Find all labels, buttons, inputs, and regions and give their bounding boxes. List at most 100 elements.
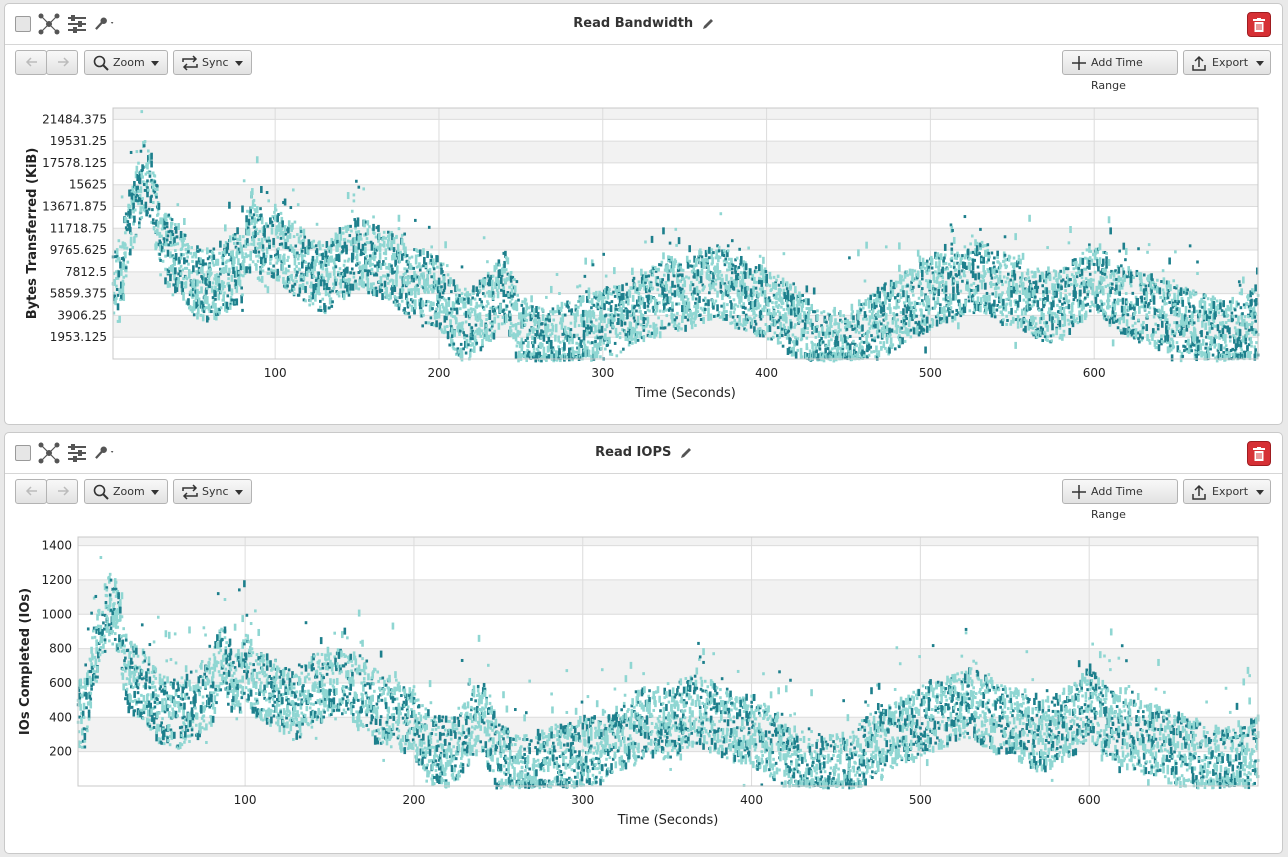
data-point bbox=[349, 240, 352, 244]
data-point bbox=[509, 300, 512, 304]
data-point bbox=[688, 245, 691, 253]
data-point bbox=[511, 294, 515, 298]
scatter-nodes-icon[interactable] bbox=[38, 13, 60, 35]
data-point bbox=[789, 327, 792, 331]
data-point bbox=[826, 312, 830, 316]
data-point bbox=[631, 267, 634, 275]
data-point bbox=[635, 331, 639, 339]
data-point bbox=[424, 264, 428, 268]
data-point bbox=[917, 296, 921, 300]
data-point bbox=[464, 351, 468, 355]
data-point bbox=[442, 297, 446, 301]
data-point bbox=[937, 311, 940, 315]
delete-button[interactable] bbox=[1247, 12, 1271, 37]
data-point bbox=[474, 313, 478, 321]
pencil-icon[interactable] bbox=[702, 18, 714, 30]
data-point bbox=[956, 281, 959, 289]
data-point bbox=[776, 337, 780, 345]
data-point bbox=[502, 308, 506, 312]
data-point bbox=[118, 259, 121, 263]
data-point bbox=[525, 303, 529, 311]
data-point bbox=[436, 255, 439, 263]
data-point bbox=[884, 297, 888, 301]
data-point bbox=[953, 256, 957, 260]
data-point bbox=[886, 306, 890, 310]
data-point bbox=[488, 316, 492, 320]
data-point bbox=[649, 283, 653, 291]
data-point bbox=[911, 293, 915, 297]
data-point bbox=[886, 292, 890, 300]
data-point bbox=[936, 275, 940, 279]
data-point bbox=[193, 285, 197, 289]
data-point bbox=[875, 345, 878, 353]
forward-button[interactable] bbox=[46, 50, 78, 75]
data-point bbox=[626, 316, 629, 320]
data-point bbox=[681, 297, 685, 305]
data-point bbox=[472, 285, 475, 293]
data-point bbox=[859, 350, 863, 354]
data-point bbox=[141, 196, 144, 200]
data-point bbox=[530, 316, 533, 320]
data-point bbox=[436, 294, 439, 302]
data-point bbox=[341, 231, 345, 235]
data-point bbox=[355, 179, 358, 183]
data-point bbox=[170, 230, 174, 234]
data-point bbox=[245, 255, 248, 259]
data-point bbox=[896, 324, 900, 328]
data-point bbox=[128, 204, 132, 208]
data-point bbox=[545, 356, 549, 360]
data-point bbox=[214, 313, 218, 321]
data-point bbox=[577, 337, 581, 341]
data-point bbox=[729, 310, 732, 318]
data-point bbox=[242, 235, 245, 239]
data-point bbox=[380, 283, 384, 287]
data-point bbox=[975, 241, 979, 245]
data-point bbox=[681, 290, 685, 298]
data-point bbox=[893, 282, 896, 290]
data-point bbox=[565, 333, 569, 337]
data-point bbox=[155, 241, 158, 249]
data-point bbox=[773, 296, 777, 300]
data-point bbox=[709, 313, 713, 321]
data-point bbox=[440, 328, 443, 332]
data-point bbox=[454, 285, 457, 293]
data-point bbox=[269, 261, 272, 265]
data-point bbox=[175, 277, 179, 281]
data-point bbox=[339, 233, 343, 241]
data-point bbox=[569, 328, 573, 332]
sliders-icon[interactable] bbox=[66, 13, 88, 35]
data-point bbox=[806, 356, 809, 360]
sync-dropdown[interactable]: Sync bbox=[173, 50, 252, 75]
data-point bbox=[854, 330, 858, 334]
data-point bbox=[252, 231, 256, 235]
data-point bbox=[909, 284, 913, 292]
add-time-range-button[interactable]: Add Time Range bbox=[1062, 50, 1178, 92]
data-point bbox=[536, 321, 539, 325]
data-point bbox=[205, 306, 208, 310]
data-point bbox=[676, 268, 680, 272]
data-point bbox=[921, 301, 925, 305]
data-point bbox=[433, 312, 437, 320]
data-point bbox=[982, 256, 986, 264]
export-dropdown[interactable]: Export bbox=[1183, 50, 1271, 75]
data-point bbox=[390, 278, 393, 282]
data-point bbox=[217, 293, 221, 301]
data-point bbox=[996, 303, 999, 307]
data-point bbox=[576, 309, 579, 317]
data-point bbox=[845, 345, 849, 349]
data-point bbox=[210, 310, 213, 314]
key-icon[interactable] bbox=[94, 13, 116, 35]
data-point bbox=[984, 282, 987, 290]
data-point bbox=[927, 304, 931, 308]
data-point bbox=[880, 327, 884, 331]
data-point bbox=[438, 291, 442, 299]
data-point bbox=[911, 285, 915, 289]
zoom-dropdown[interactable]: Zoom bbox=[84, 50, 168, 75]
select-checkbox[interactable] bbox=[15, 16, 31, 32]
data-point bbox=[350, 259, 354, 263]
data-point bbox=[181, 287, 185, 295]
data-point bbox=[602, 252, 605, 256]
data-point bbox=[789, 295, 793, 303]
data-point bbox=[1007, 311, 1011, 315]
data-point bbox=[491, 331, 494, 339]
